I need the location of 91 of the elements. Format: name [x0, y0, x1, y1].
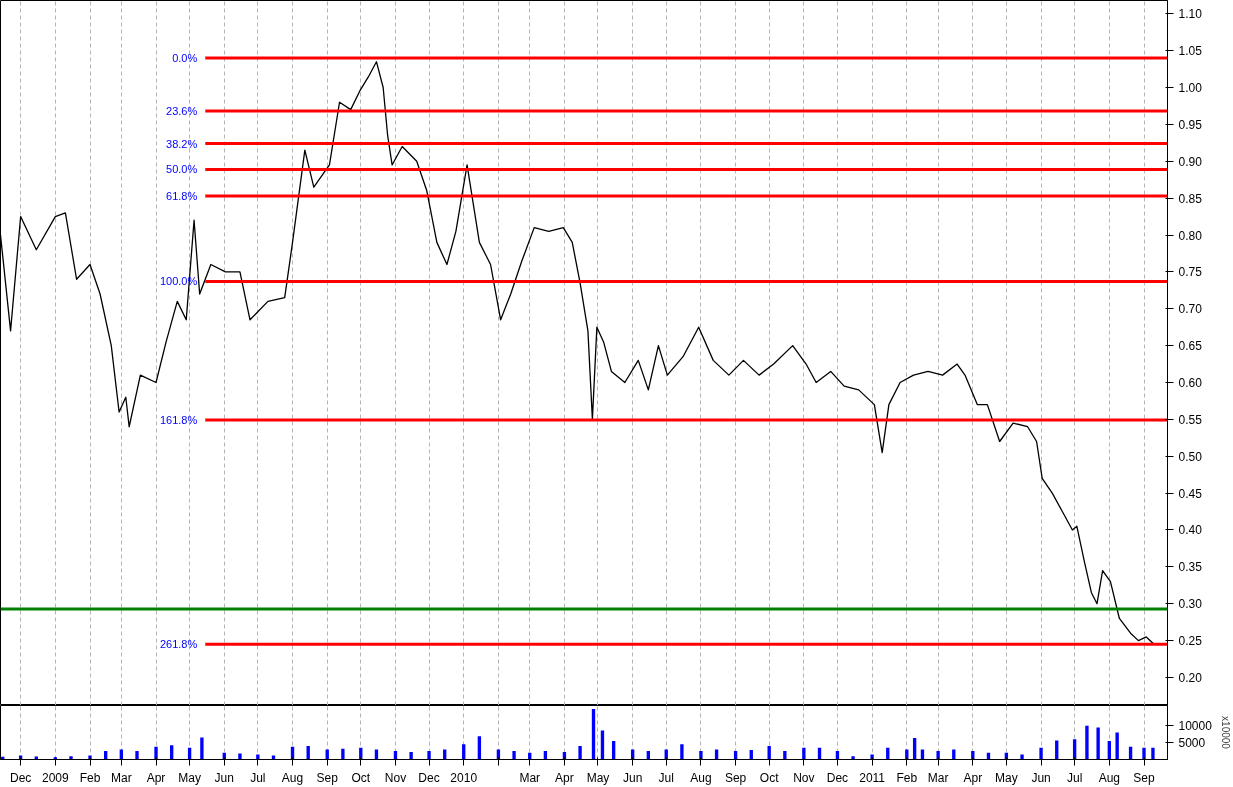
y-axis-title: x10000	[1219, 716, 1231, 750]
bar	[600, 730, 605, 760]
y-tick-label: 5000	[1178, 736, 1206, 751]
y-tick-label: 0.50	[1178, 449, 1203, 464]
y-tick-label: 0.60	[1178, 376, 1203, 390]
bar	[578, 746, 582, 760]
y-tick-label: 0.95	[1178, 117, 1203, 132]
bar	[783, 751, 787, 760]
x-tick-label: Dec	[826, 770, 849, 785]
bar	[1115, 732, 1119, 760]
bar	[680, 744, 684, 760]
x-tick-label: Aug	[281, 770, 304, 785]
y-tick-label: 0.90	[1178, 154, 1203, 169]
y-tick-label: 0.20	[1178, 670, 1203, 685]
x-tick-label: May	[586, 770, 610, 785]
bar	[409, 752, 413, 760]
bar	[851, 756, 855, 760]
annotation: 23.6%	[166, 105, 198, 118]
x-tick-label: Aug	[1098, 770, 1120, 785]
x-tick-label: Apr	[963, 770, 983, 785]
x-tick-label: Jul	[658, 770, 674, 785]
bar	[34, 756, 38, 760]
annotation: 0.0%	[172, 52, 198, 65]
bar	[88, 755, 92, 760]
x-tick-label: Mar	[519, 770, 541, 785]
y-tick-label: 0.35	[1178, 560, 1203, 575]
bar	[870, 754, 874, 760]
bar	[154, 746, 158, 760]
annotation: 61.8%	[166, 189, 198, 202]
x-tick-label: Nov	[793, 770, 815, 785]
x-tick-label: Mar	[927, 770, 949, 785]
x-tick-label: Oct	[759, 770, 780, 785]
bar	[512, 751, 516, 760]
bar	[802, 747, 806, 760]
y-tick-label: 0.25	[1178, 634, 1203, 649]
x-tick-label: Sep	[724, 770, 747, 785]
x-tick-label: Jun	[623, 770, 643, 785]
annotation: 50.0%	[166, 163, 198, 176]
x-tick-label: May	[178, 770, 201, 785]
y-tick-label: 0.65	[1178, 339, 1203, 354]
y-tick-label: 0.75	[1178, 265, 1203, 280]
bar	[200, 737, 204, 760]
y-tick-label: 1.10	[1178, 7, 1203, 22]
annotation: 261.8%	[159, 638, 198, 651]
x-tick-label: Sep	[316, 770, 339, 785]
bar	[69, 756, 73, 760]
y-tick-label: 10000	[1178, 719, 1213, 734]
x-tick-label: 2009	[41, 770, 69, 785]
x-tick-label: 2011	[859, 770, 886, 785]
x-tick-label: Apr	[555, 770, 574, 785]
bar	[1096, 727, 1100, 760]
bar	[256, 754, 260, 760]
y-tick-label: 0.80	[1178, 228, 1203, 243]
y-tick-label: 0.45	[1178, 486, 1203, 501]
bar	[1039, 747, 1043, 760]
annotation: 38.2%	[166, 137, 198, 150]
y-tick-label: 0.70	[1178, 302, 1203, 317]
x-tick-label: Dec	[9, 770, 32, 785]
bar	[1020, 754, 1024, 760]
bar	[135, 751, 139, 760]
y-tick-label: 1.00	[1178, 81, 1203, 96]
x-tick-label: Sep	[1133, 770, 1156, 785]
annotation: 161.8%	[159, 414, 198, 427]
x-tick-label: Jun	[214, 770, 234, 785]
x-tick-label: Feb	[79, 770, 101, 785]
y-tick-label: 0.30	[1178, 597, 1203, 612]
bar	[238, 753, 242, 760]
bar	[1085, 725, 1089, 760]
x-tick-label: Jun	[1031, 770, 1051, 785]
x-tick-label: Oct	[351, 770, 371, 785]
y-tick-label: 0.40	[1178, 523, 1203, 538]
x-tick-label: Feb	[896, 770, 918, 785]
x-tick-label: Dec	[418, 770, 440, 785]
x-tick-label: Jul	[250, 770, 266, 785]
x-tick-label: Mar	[111, 770, 132, 785]
bar	[699, 751, 703, 760]
bar	[1142, 747, 1146, 760]
y-tick-label: 1.05	[1178, 44, 1203, 59]
y-tick-label: 0.85	[1178, 191, 1203, 206]
bar	[427, 751, 431, 760]
bar	[936, 751, 940, 760]
y-tick-label: 0.55	[1178, 412, 1203, 427]
bar	[341, 748, 345, 760]
x-tick-label: May	[995, 770, 1018, 785]
x-tick-label: Jul	[1066, 770, 1083, 785]
x-tick-label: Nov	[384, 770, 407, 785]
x-tick-label: Aug	[690, 770, 712, 785]
x-tick-label: 2010	[450, 770, 478, 785]
x-tick-label: Apr	[146, 770, 166, 785]
bar	[767, 746, 771, 760]
bar	[1151, 747, 1155, 760]
